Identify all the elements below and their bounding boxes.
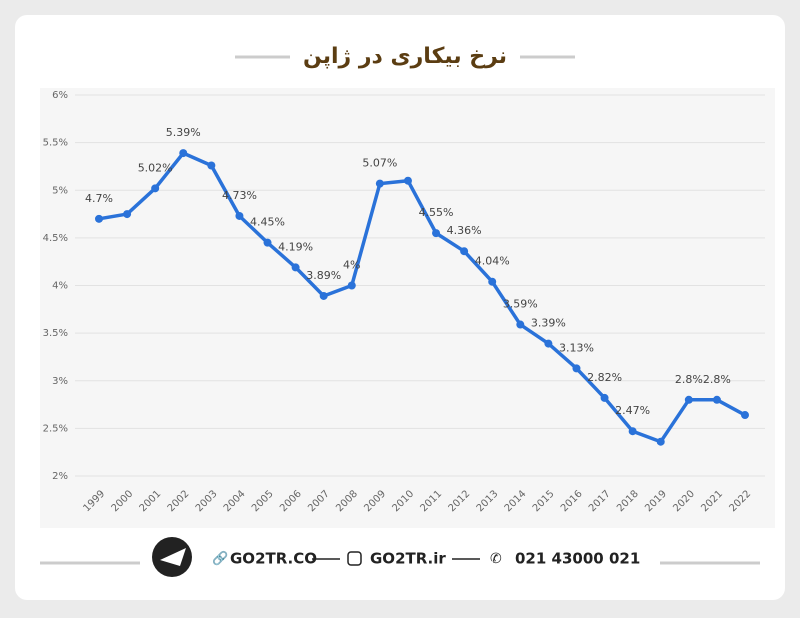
data-label: 4.45%: [250, 216, 285, 229]
phone-icon: ✆: [490, 551, 502, 567]
data-label: 4%: [343, 259, 360, 272]
y-tick-label: 4%: [52, 281, 68, 292]
data-point: [432, 229, 441, 238]
data-label: 3.39%: [531, 317, 566, 330]
link-icon: 🔗: [212, 550, 228, 567]
data-point: [656, 437, 665, 446]
data-point: [151, 184, 160, 193]
y-tick-label: 5.5%: [43, 138, 68, 149]
data-point: [403, 176, 412, 185]
y-tick-label: 3%: [52, 376, 68, 387]
data-point: [263, 238, 272, 247]
data-point: [123, 210, 132, 219]
data-label: 5.02%: [138, 161, 173, 174]
data-label: 4.55%: [419, 206, 454, 219]
data-label: 4.73%: [222, 189, 257, 202]
data-label: 2.47%: [615, 404, 650, 417]
data-label: 3.13%: [559, 341, 594, 354]
data-point: [347, 281, 356, 290]
data-label: 4.7%: [85, 192, 113, 205]
data-point: [207, 161, 216, 170]
data-point: [600, 393, 609, 402]
data-point: [712, 395, 721, 404]
data-point: [572, 364, 581, 373]
data-point: [235, 211, 244, 220]
data-point: [375, 179, 384, 188]
data-label: 4.04%: [475, 255, 510, 268]
data-point: [179, 149, 188, 158]
plot-background: [40, 88, 775, 528]
data-label: 3.89%: [306, 269, 341, 282]
data-line: [98, 151, 746, 444]
data-label: 5.39%: [166, 126, 201, 139]
data-point: [460, 247, 469, 256]
phone[interactable]: 021 43000 021: [515, 550, 640, 568]
data-label: 2.82%: [587, 371, 622, 384]
data-point: [319, 291, 328, 300]
data-point: [291, 263, 300, 272]
y-tick-label: 4.5%: [43, 233, 68, 244]
site-link[interactable]: GO2TR.ir: [370, 550, 446, 568]
y-tick-label: 3.5%: [43, 328, 68, 339]
data-label: 2.8%: [703, 373, 731, 386]
y-tick-label: 6%: [52, 90, 68, 101]
logo-plane: [160, 548, 186, 566]
data-label: 2.8%: [675, 373, 703, 386]
y-tick-label: 5%: [52, 185, 68, 196]
data-label: 5.07%: [362, 157, 397, 170]
y-tick-label: 2%: [52, 471, 68, 482]
y-tick-label: 2.5%: [43, 423, 68, 434]
chart-title: نرخ بیکاری در ژاپن: [303, 44, 507, 69]
data-label: 3.59%: [503, 298, 538, 311]
data-label: 4.19%: [278, 240, 313, 253]
data-point: [684, 395, 693, 404]
site-link[interactable]: GO2TR.CO: [230, 550, 317, 568]
data-point: [95, 214, 103, 223]
data-point: [516, 320, 525, 329]
instagram-icon: [347, 551, 362, 566]
data-point: [628, 427, 637, 436]
data-label: 4.36%: [447, 224, 482, 237]
data-point: [741, 411, 749, 420]
data-point: [488, 277, 497, 286]
data-point: [544, 339, 553, 348]
